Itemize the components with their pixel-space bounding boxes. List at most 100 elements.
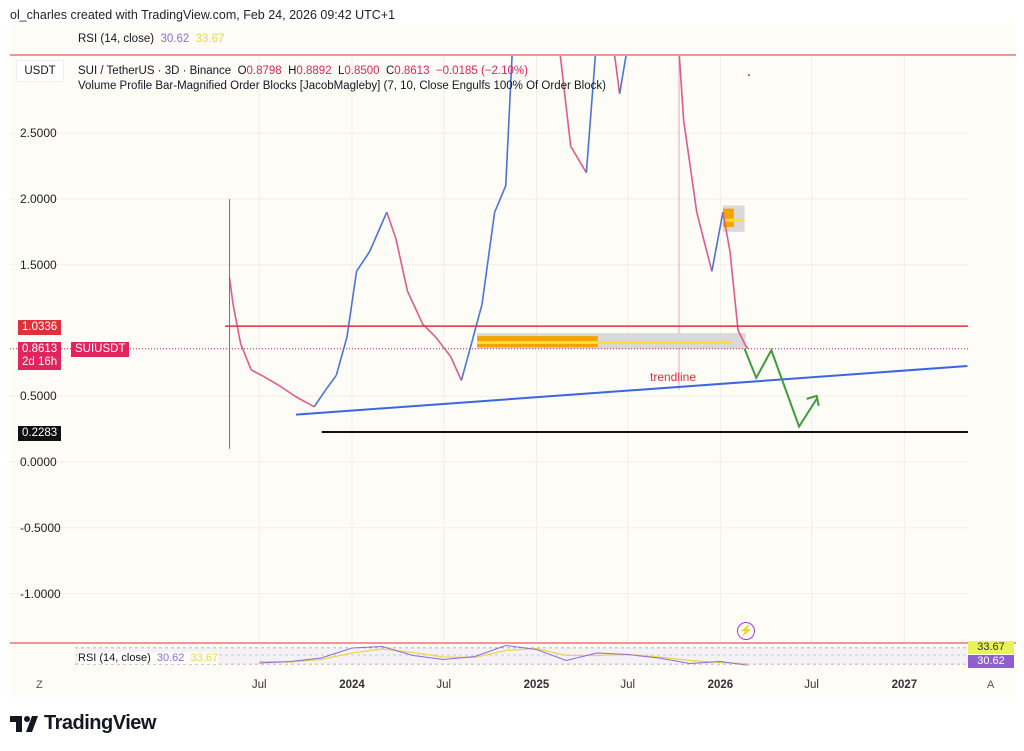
price-segment [559,56,572,147]
y-tick-label: 2.0000 [20,192,57,206]
price-segment [232,304,242,344]
price-segment [695,211,713,272]
price-segment [538,0,554,2]
x-tick-label: 2027 [891,679,918,691]
chart-frame[interactable] [10,24,1016,697]
y-tick-label: 2.5000 [20,126,57,141]
price-segment [678,56,685,121]
rsi-header-ma: 33.67 [195,33,225,45]
price-segment [585,56,597,173]
close-label: C [385,65,395,77]
change-value: −0.0185 (−2.10%) [435,65,528,77]
price-segment [682,119,698,213]
rsi-header-value: 30.62 [160,33,190,45]
high-label: H [288,65,297,77]
ticker-tag: SUIUSDT [71,342,130,357]
price-segment [228,277,234,305]
rsi-pane-label: RSI (14, close) [78,652,151,664]
brand-name: TradingView [44,712,156,734]
price-segment [406,290,424,325]
x-tick-label: 2025 [523,679,550,691]
lightning-icon[interactable]: ⚡ [737,622,755,640]
currency-button[interactable]: USDT [16,60,64,82]
y-tick-label: -1.0000 [20,586,61,601]
price-segment [470,303,483,344]
price-segment [493,185,507,213]
symbol-legend: SUI / TetherUS · 3D · Binance O0.8798 H0… [78,64,606,94]
price-segment [263,375,280,387]
price-segment [513,0,528,41]
rsi-pane-legend: RSI (14, close) 30.62 33.67 [78,652,219,664]
marker-dot [748,74,750,76]
rsi-header: RSI (14, close) 30.62 33.67 [78,33,224,45]
price-segment [395,238,409,292]
price-segment [618,56,627,94]
price-segment [613,56,621,94]
x-tick-label: Jul [251,679,267,691]
price-segment [722,212,731,252]
x-tick-label: Jul [620,679,636,691]
resistance-price-tag: 1.0336 [18,320,62,335]
price-segment [481,212,496,305]
price-segment [504,56,513,186]
zoom-toggle-button[interactable]: Z [36,679,43,691]
x-tick-label: 2026 [707,679,734,691]
rsi-value-tag: 30.62 [968,655,1014,668]
rsi-pane-ma: 33.67 [190,652,219,664]
price-segment [460,343,473,381]
support-price-tag: 0.2283 [18,426,62,441]
price-segment [743,343,749,350]
last-price-tag: 0.8613 2d 16h [18,342,62,370]
price-segment [711,212,724,272]
high-value: 0.8892 [296,65,332,77]
y-tick-label: -0.5000 [20,520,61,535]
y-tick-label: 0.0000 [20,455,57,469]
price-segment [335,336,348,376]
price-segment [368,211,388,252]
x-tick-label: Jul [436,679,452,691]
rsi-ma-tag: 33.67 [968,641,1014,654]
price-segment [737,330,746,345]
rsi-band [75,648,968,664]
x-tick-label: Jul [804,679,819,691]
price-segment [729,251,739,331]
projection-arrowhead [806,394,820,407]
low-label: L [338,65,345,77]
tradingview-logo-icon [10,715,38,732]
volume-poc-bar [476,341,733,345]
bar-countdown: 2d 16h [22,356,58,368]
tradingview-logo: TradingView [10,712,156,735]
y-tick-label: 1.5000 [20,257,57,272]
x-tick-label: 2024 [339,679,365,691]
volume-profile-bar [722,208,734,227]
symbol-name[interactable]: SUI / TetherUS · 3D · Binance [78,65,232,77]
price-segment [278,385,296,397]
price-segment [325,374,338,391]
indicator-legend[interactable]: Volume Profile Bar-Magnified Order Block… [78,80,606,92]
open-value: 0.8798 [246,65,282,77]
price-segment [294,395,315,408]
y-tick-label: 0.5000 [20,389,57,404]
price-segment [250,369,265,378]
last-price: 0.8613 [22,343,58,355]
trendline [295,365,968,416]
rsi-pane-value: 30.62 [156,652,185,664]
auto-scale-button[interactable]: A [987,679,995,691]
open-label: O [237,65,247,77]
chart-credit: ol_charles created with TradingView.com,… [10,8,396,22]
rsi-header-label: RSI (14, close) [78,33,155,45]
price-segment [570,145,588,174]
price-segment [650,0,666,15]
price-segment [435,336,452,358]
price-segment [313,389,327,408]
low-value: 0.8500 [344,65,380,77]
price-segment [355,251,371,272]
price-pane [10,0,968,642]
trendline-label[interactable]: trendline [650,370,697,384]
projection-path [743,347,818,429]
price-segment [450,356,463,381]
volume-poc-bar [722,218,744,222]
close-value: 0.8613 [394,65,430,77]
price-segment [386,211,397,239]
